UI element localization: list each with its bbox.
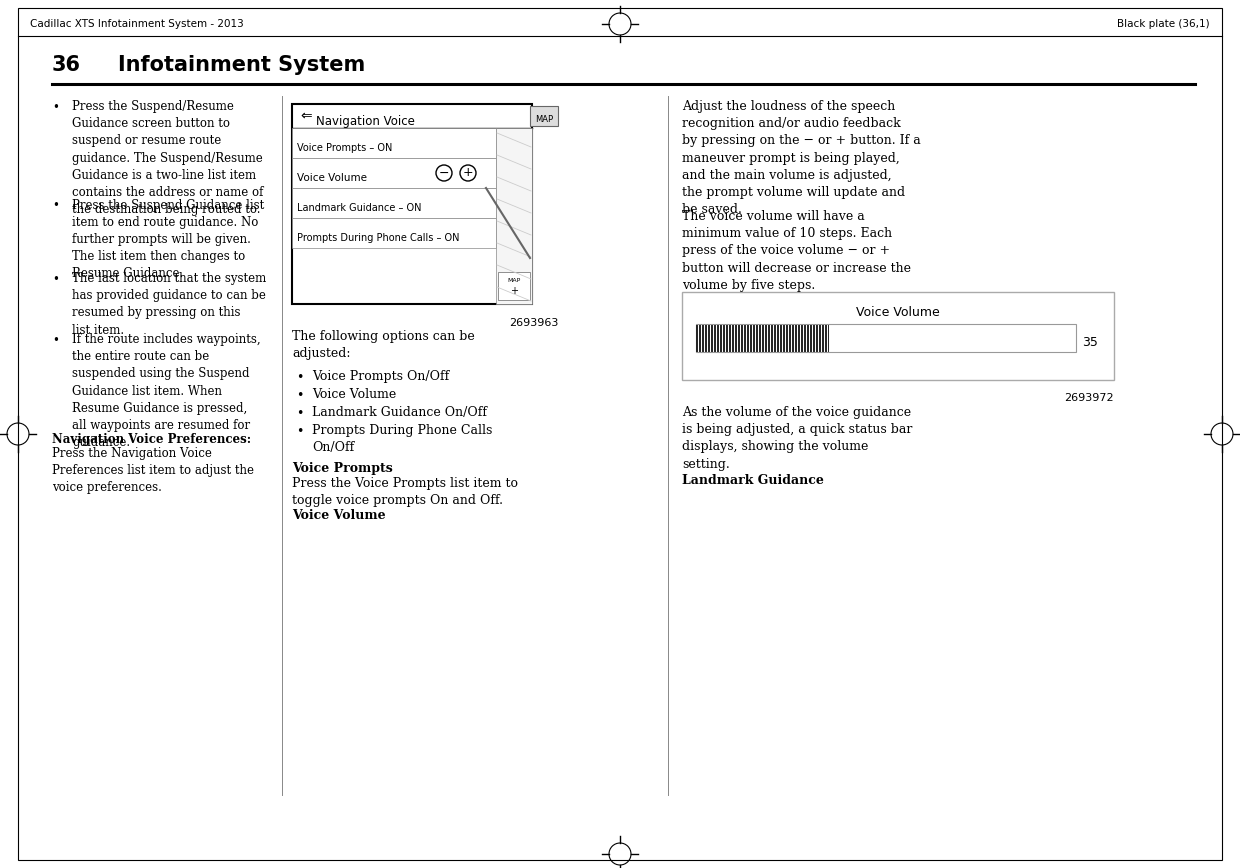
Text: Press the Suspend/Resume
Guidance screen button to
suspend or resume route
guida: Press the Suspend/Resume Guidance screen…	[72, 100, 263, 216]
Text: •: •	[296, 425, 304, 438]
Text: Prompts During Phone Calls – ON: Prompts During Phone Calls – ON	[298, 233, 460, 243]
Text: Landmark Guidance On/Off: Landmark Guidance On/Off	[312, 406, 487, 419]
Bar	[696, 324, 1076, 352]
Text: Cadillac XTS Infotainment System - 2013: Cadillac XTS Infotainment System - 2013	[30, 19, 244, 29]
Text: •: •	[52, 334, 58, 347]
Text: Infotainment System: Infotainment System	[118, 55, 366, 75]
Text: If the route includes waypoints,
the entire route can be
suspended using the Sus: If the route includes waypoints, the ent…	[72, 333, 260, 450]
Text: •: •	[296, 389, 304, 402]
Text: 2693963: 2693963	[508, 318, 558, 328]
Text: Press the Navigation Voice
Preferences list item to adjust the
voice preferences: Press the Navigation Voice Preferences l…	[52, 447, 254, 495]
Text: MAP: MAP	[507, 278, 521, 282]
Text: Press the Suspend Guidance list
item to end route guidance. No
further prompts w: Press the Suspend Guidance list item to …	[72, 199, 264, 280]
Bar	[682, 292, 1114, 380]
Text: •: •	[296, 407, 304, 420]
Text: Voice Prompts On/Off: Voice Prompts On/Off	[312, 370, 449, 383]
Text: Voice Volume: Voice Volume	[312, 388, 397, 401]
Text: Black plate (36,1): Black plate (36,1)	[1117, 19, 1210, 29]
Text: •: •	[52, 273, 58, 286]
Text: •: •	[52, 200, 58, 213]
Text: Voice Volume: Voice Volume	[298, 173, 367, 183]
Text: The voice volume will have a
minimum value of 10 steps. Each
press of the voice : The voice volume will have a minimum val…	[682, 210, 911, 292]
Text: Voice Prompts: Voice Prompts	[291, 462, 393, 475]
Text: Voice Prompts – ON: Voice Prompts – ON	[298, 143, 392, 153]
Text: Voice Volume: Voice Volume	[291, 509, 386, 522]
Text: 36: 36	[52, 55, 81, 75]
Bar	[529, 106, 558, 126]
Text: Landmark Guidance: Landmark Guidance	[682, 474, 823, 487]
Text: •: •	[52, 101, 58, 114]
Text: The last location that the system
has provided guidance to can be
resumed by pre: The last location that the system has pr…	[72, 272, 267, 337]
Text: Press the Voice Prompts list item to
toggle voice prompts On and Off.: Press the Voice Prompts list item to tog…	[291, 477, 518, 507]
Text: 2693972: 2693972	[1064, 393, 1114, 403]
Text: 35: 35	[1083, 337, 1097, 350]
Text: MAP: MAP	[534, 115, 553, 124]
Text: Navigation Voice Preferences:: Navigation Voice Preferences:	[52, 433, 252, 446]
Bar	[291, 158, 496, 188]
Text: −: −	[439, 167, 449, 180]
Bar	[498, 272, 529, 300]
Bar	[496, 128, 532, 304]
Text: +: +	[510, 286, 518, 296]
Text: Voice Volume: Voice Volume	[856, 306, 940, 319]
Text: As the volume of the voice guidance
is being adjusted, a quick status bar
displa: As the volume of the voice guidance is b…	[682, 406, 913, 470]
Text: Prompts During Phone Calls
On/Off: Prompts During Phone Calls On/Off	[312, 424, 492, 454]
Bar	[291, 128, 496, 158]
Bar	[291, 104, 532, 304]
Text: ⇐: ⇐	[300, 109, 311, 123]
Bar	[291, 188, 496, 218]
Text: Adjust the loudness of the speech
recognition and/or audio feedback
by pressing : Adjust the loudness of the speech recogn…	[682, 100, 921, 216]
Text: Landmark Guidance – ON: Landmark Guidance – ON	[298, 203, 422, 213]
Text: The following options can be
adjusted:: The following options can be adjusted:	[291, 330, 475, 360]
Text: •: •	[296, 371, 304, 384]
Bar	[291, 218, 496, 248]
Text: +: +	[463, 167, 474, 180]
Text: Navigation Voice: Navigation Voice	[316, 115, 415, 128]
